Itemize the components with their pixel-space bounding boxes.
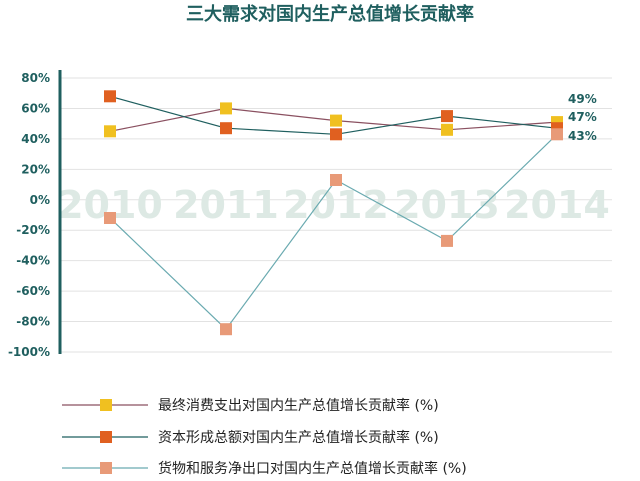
legend-label: 货物和服务净出口对国内生产总值增长贡献率 (%) [158, 460, 467, 477]
data-point [330, 174, 342, 186]
y-tick-label: 20% [21, 162, 50, 176]
data-point [330, 114, 342, 127]
series-markers [104, 90, 563, 336]
y-tick-label: -80% [16, 315, 50, 329]
data-label: 49% [568, 92, 597, 106]
data-point [220, 323, 232, 336]
data-point [220, 102, 232, 115]
data-point [104, 90, 116, 103]
x-category-label: 2012 [283, 183, 389, 227]
legend-label: 资本形成总额对国内生产总值增长贡献率 (%) [158, 429, 439, 446]
x-category-label: 2013 [394, 183, 500, 227]
y-tick-label: 40% [21, 132, 50, 146]
legend-marker [100, 399, 112, 411]
y-tick-label: 0% [30, 193, 50, 207]
legend-marker [100, 431, 112, 443]
data-point [220, 122, 232, 135]
y-tick-label: 60% [21, 101, 50, 115]
data-point [330, 128, 342, 141]
x-category-labels: 2010 2011 2012 2013 2014 [57, 183, 610, 227]
series-line [109, 133, 558, 331]
legend: 最终消费支出对国内生产总值增长贡献率 (%) 资本形成总额对国内生产总值增长贡献率… [62, 397, 467, 477]
y-tick-label: -20% [16, 223, 50, 237]
y-axis: 80% 60% 40% 20% 0% -20% -40% -60% -80% -100% [8, 70, 62, 359]
data-point [104, 125, 116, 138]
legend-marker [100, 462, 112, 474]
x-category-label: 2014 [504, 183, 610, 227]
x-category-label: 2011 [173, 183, 279, 227]
data-point [104, 212, 116, 224]
legend-label: 最终消费支出对国内生产总值增长贡献率 (%) [158, 397, 439, 414]
y-tick-label: 80% [21, 71, 50, 85]
chart-title: 三大需求对国内生产总值增长贡献率 [186, 3, 474, 25]
data-point [551, 128, 563, 141]
y-tick-label: -100% [8, 345, 50, 359]
data-label: 47% [568, 110, 597, 124]
data-point [441, 234, 453, 247]
data-point [441, 110, 453, 123]
data-label: 43% [568, 129, 597, 143]
data-labels: 49% 47% 43% [568, 92, 597, 143]
y-tick-label: -60% [16, 284, 50, 298]
data-point [441, 123, 453, 136]
y-tick-label: -40% [16, 254, 50, 268]
